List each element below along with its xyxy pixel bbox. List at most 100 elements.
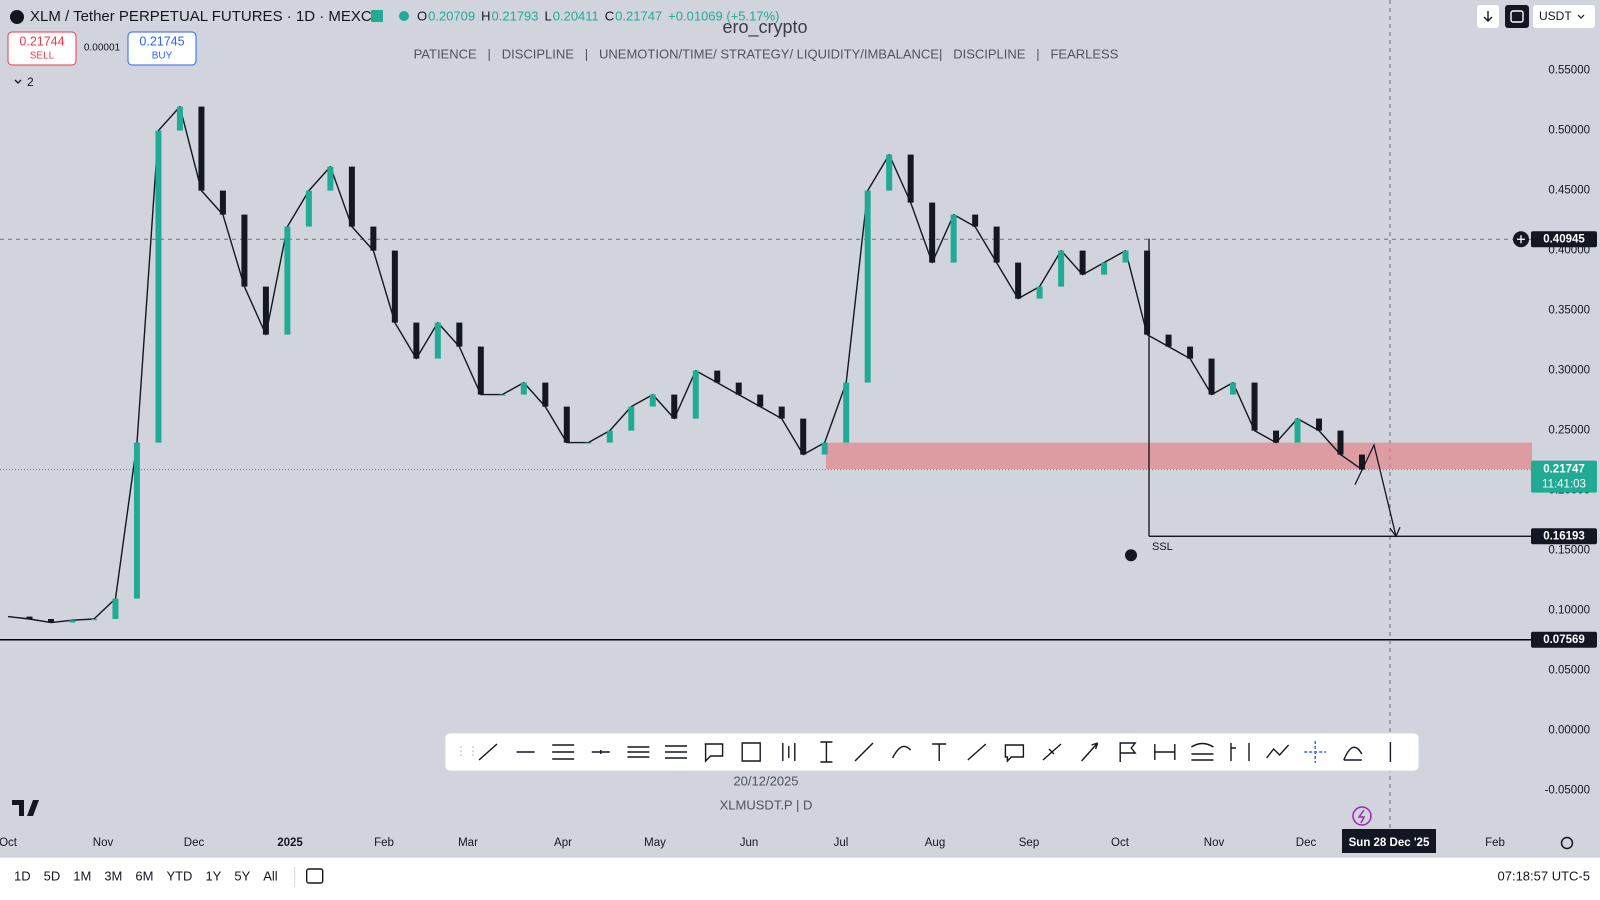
currency-button[interactable]	[1533, 5, 1595, 28]
drawing-tool-icon[interactable]	[1230, 743, 1250, 761]
drawing-tool-icon[interactable]	[1343, 746, 1363, 761]
drawing-tool-icon[interactable]	[854, 742, 874, 762]
ohlc-key: O	[417, 8, 427, 23]
sell-price: 0.21744	[19, 34, 64, 48]
range-button[interactable]: 3M	[104, 868, 122, 883]
candle	[327, 166, 334, 191]
drawing-tool-icon[interactable]	[782, 743, 796, 761]
drawing-toolbar	[444, 732, 1420, 772]
settings-icon[interactable]	[1560, 836, 1574, 850]
time-tick-label: Oct	[1111, 837, 1130, 849]
watermark-subtitle: PATIENCE | DISCIPLINE | UNEMOTION/TIME/ …	[414, 46, 1119, 61]
drawing-tool-icon[interactable]	[627, 746, 650, 758]
ohlc-key: C	[605, 8, 614, 23]
candle	[413, 322, 420, 359]
drawing-tool-icon[interactable]	[1042, 743, 1062, 761]
time-tick-label: Jul	[834, 837, 849, 849]
candle	[241, 214, 248, 287]
candle	[563, 406, 570, 443]
price-tick-label: 0.05000	[1548, 665, 1590, 677]
drawing-tool-icon[interactable]	[1154, 744, 1176, 760]
drawing-tool-icon[interactable]	[891, 745, 912, 759]
range-button[interactable]: 5D	[44, 868, 61, 883]
collapse-chevron[interactable]	[14, 79, 22, 84]
drawing-tool-icon[interactable]	[704, 743, 724, 763]
range-button[interactable]: 1D	[14, 868, 31, 883]
candle	[520, 382, 527, 395]
ohlc-value: 0.21747	[615, 8, 662, 23]
candle	[305, 190, 312, 227]
drawing-tool-icon[interactable]	[1004, 744, 1025, 763]
price-tick-label: 0.35000	[1548, 305, 1590, 317]
buy-button[interactable]	[127, 31, 197, 66]
drawing-tool-icon[interactable]	[820, 741, 833, 763]
chart-background	[0, 0, 1600, 857]
candle	[1015, 262, 1022, 299]
candle	[391, 250, 398, 323]
price-label: 0.21747	[1543, 464, 1585, 476]
crosshair-time-box	[1342, 829, 1436, 853]
drawing-tool-icon[interactable]	[1119, 742, 1137, 762]
ohlc-key: L	[545, 8, 552, 23]
time-tick-label: Aug	[925, 837, 945, 849]
candle	[1208, 358, 1215, 395]
candle	[606, 430, 613, 443]
drawing-tool-icon[interactable]	[1266, 744, 1290, 759]
range-button[interactable]: All	[263, 868, 278, 883]
candle	[155, 130, 162, 443]
candle	[1122, 250, 1129, 263]
time-tick-label: Mar	[458, 837, 478, 849]
price-label: 0.16193	[1543, 530, 1585, 542]
currency-chevron	[1577, 14, 1585, 19]
crosshair-time-label: Sun 28 Dec '25	[1349, 837, 1430, 849]
candle	[907, 154, 914, 203]
drawing-tool-icon[interactable]	[591, 750, 610, 754]
candle	[649, 394, 656, 407]
price-tick-label: 0.30000	[1548, 365, 1590, 377]
drawing-tool-icon[interactable]	[967, 743, 987, 761]
drawing-tool-icon[interactable]	[665, 745, 687, 759]
candle	[1251, 382, 1258, 431]
symbol-title[interactable]: XLM / Tether PERPETUAL FUTURES · 1D · ME…	[30, 8, 372, 25]
range-button[interactable]: 1M	[73, 868, 91, 883]
candle	[456, 322, 463, 347]
candle	[1101, 262, 1108, 275]
price-tick-label: 0.25000	[1548, 425, 1590, 437]
candle	[1058, 250, 1065, 287]
candle	[843, 382, 850, 443]
drawing-tool-icon[interactable]	[1304, 741, 1327, 763]
candle	[585, 442, 592, 444]
drawing-tool-icon[interactable]	[1081, 742, 1099, 762]
projection-arrowhead	[1389, 527, 1401, 538]
candle	[69, 620, 76, 623]
fullscreen-button[interactable]	[1505, 5, 1529, 28]
candle	[1273, 430, 1280, 443]
candle	[821, 442, 828, 455]
drawing-tool-icon[interactable]	[1191, 742, 1214, 761]
range-button[interactable]: 1Y	[205, 868, 221, 883]
drawing-tool-icon[interactable]	[741, 742, 761, 762]
candle	[671, 394, 678, 419]
buy-label: BUY	[152, 51, 173, 62]
range-button[interactable]: 5Y	[234, 868, 250, 883]
candle	[950, 214, 957, 263]
candle	[735, 382, 742, 395]
fullscreen-icon	[1510, 10, 1524, 23]
drawing-tool-icon[interactable]	[932, 743, 947, 761]
calendar-icon[interactable]	[306, 868, 324, 884]
toolbar-grip: ⋮⋮	[455, 744, 479, 758]
candle	[1294, 418, 1301, 443]
drawing-tool-icon[interactable]	[552, 744, 575, 760]
sell-button[interactable]	[7, 31, 77, 66]
time-tick-label: Dec	[184, 837, 205, 849]
zone-rectangle	[826, 442, 1532, 469]
range-button[interactable]: YTD	[166, 868, 192, 883]
range-button[interactable]: 6M	[135, 868, 153, 883]
countdown-label: 11:41:03	[1542, 479, 1586, 491]
candle	[1144, 250, 1151, 335]
candle	[26, 616, 33, 619]
candle	[542, 382, 549, 407]
drawing-tool-icon[interactable]	[478, 743, 498, 761]
